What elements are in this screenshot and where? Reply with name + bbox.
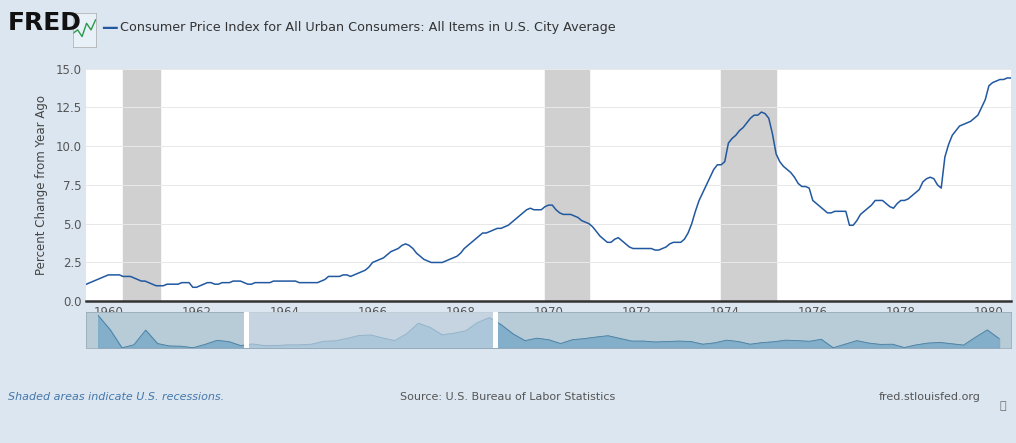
Text: FRED: FRED [8, 11, 82, 35]
Bar [244, 312, 249, 348]
Text: Consumer Price Index for All Urban Consumers: All Items in U.S. City Average: Consumer Price Index for All Urban Consu… [120, 21, 616, 35]
Text: Shaded areas indicate U.S. recessions.: Shaded areas indicate U.S. recessions. [8, 392, 225, 402]
Bar [721, 69, 776, 301]
Bar [246, 312, 495, 348]
Text: ⛶: ⛶ [999, 401, 1006, 411]
Bar [546, 69, 589, 301]
Bar [123, 69, 160, 301]
Y-axis label: Percent Change from Year Ago: Percent Change from Year Ago [36, 95, 49, 275]
Text: —: — [102, 19, 118, 37]
Bar [493, 312, 498, 348]
Text: Source: U.S. Bureau of Labor Statistics: Source: U.S. Bureau of Labor Statistics [400, 392, 616, 402]
Text: fred.stlouisfed.org: fred.stlouisfed.org [879, 392, 980, 402]
